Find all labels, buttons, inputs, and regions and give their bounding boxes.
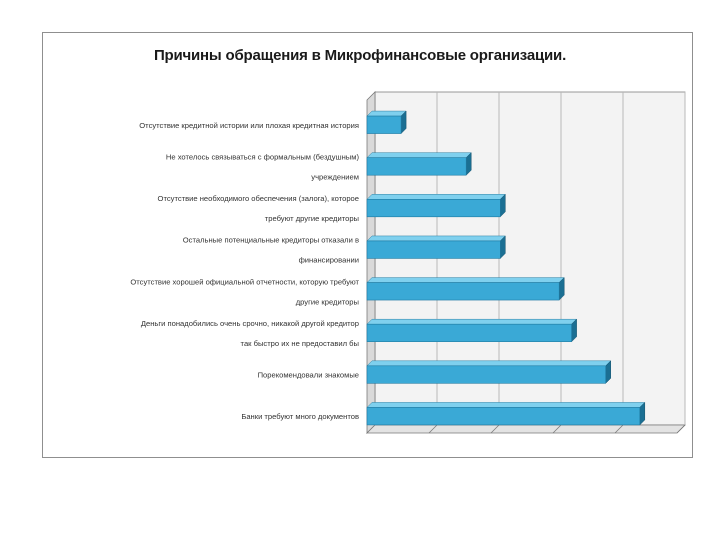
bars bbox=[366, 110, 646, 426]
category-label-line: другие кредиторы bbox=[296, 297, 359, 306]
bar bbox=[366, 323, 572, 342]
category-label: Отсутствие хорошей официальной отчетност… bbox=[130, 277, 359, 306]
bar-top bbox=[366, 110, 407, 117]
floor bbox=[366, 424, 686, 434]
category-label-line: Отсутствие необходимого обеспечения (зал… bbox=[158, 194, 359, 203]
category-label-line: Остальные потенциальные кредиторы отказа… bbox=[183, 236, 359, 245]
category-label-line: учреждением bbox=[311, 172, 359, 181]
floor-tick bbox=[676, 424, 686, 434]
bar-top bbox=[366, 235, 506, 242]
category-label-line: Не хотелось связываться с формальным (бе… bbox=[166, 152, 360, 161]
floor-tick bbox=[428, 424, 438, 434]
category-label: Отсутствие кредитной истории или плохая … bbox=[139, 121, 359, 130]
category-label: Не хотелось связываться с формальным (бе… bbox=[166, 152, 360, 181]
category-labels: Отсутствие кредитной истории или плохая … bbox=[130, 121, 359, 421]
category-label-line: Отсутствие хорошей официальной отчетност… bbox=[130, 277, 359, 286]
floor-tick bbox=[552, 424, 562, 434]
category-label-line: требуют другие кредиторы bbox=[265, 214, 359, 223]
category-label: Порекомендовали знакомые bbox=[258, 371, 359, 380]
bar-top bbox=[366, 402, 646, 408]
category-label-line: Деньги понадобились очень срочно, никако… bbox=[141, 319, 359, 328]
bar-top bbox=[366, 318, 578, 325]
bar bbox=[366, 407, 641, 426]
bar-top bbox=[366, 194, 506, 200]
bar-top bbox=[366, 152, 472, 158]
category-label-line: Банки требуют много документов bbox=[241, 412, 359, 421]
category-label: Остальные потенциальные кредиторы отказа… bbox=[183, 236, 359, 265]
category-label-line: так быстро их не предоставил бы bbox=[241, 339, 359, 348]
category-label: Банки требуют много документов bbox=[241, 412, 359, 421]
category-label-line: Порекомендовали знакомые bbox=[258, 371, 359, 380]
bar bbox=[366, 282, 560, 301]
bar bbox=[366, 199, 501, 218]
chart-title: Причины обращения в Микрофинансовые орга… bbox=[153, 47, 567, 64]
bar bbox=[366, 365, 606, 384]
floor-tick bbox=[614, 424, 624, 434]
bar-top bbox=[366, 277, 565, 283]
category-label-line: Отсутствие кредитной истории или плохая … bbox=[139, 121, 359, 130]
bar bbox=[366, 157, 467, 176]
floor-tick bbox=[490, 424, 500, 434]
category-label: Отсутствие необходимого обеспечения (зал… bbox=[158, 194, 359, 223]
bar bbox=[366, 115, 402, 134]
category-label-line: финансировании bbox=[299, 256, 359, 265]
category-label: Деньги понадобились очень срочно, никако… bbox=[141, 319, 359, 348]
bar bbox=[366, 240, 501, 259]
bar-top bbox=[366, 360, 612, 367]
